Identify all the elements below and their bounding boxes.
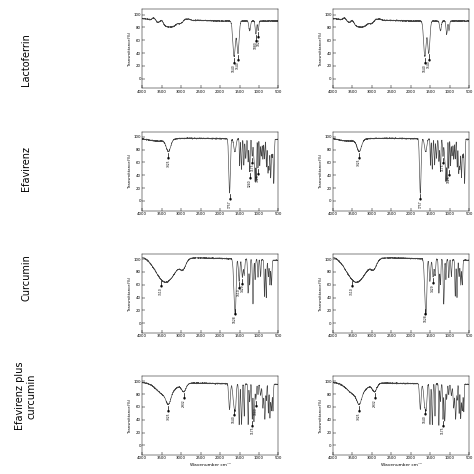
Y-axis label: Transmittance(%): Transmittance(%) <box>128 32 132 66</box>
X-axis label: Wavenumber cm⁻¹: Wavenumber cm⁻¹ <box>381 463 421 466</box>
Text: 1026: 1026 <box>447 176 451 183</box>
Text: 1628: 1628 <box>423 315 428 322</box>
Text: 1540: 1540 <box>427 61 431 68</box>
Text: 1540: 1540 <box>236 61 240 69</box>
Text: 1510: 1510 <box>237 289 241 296</box>
Text: 3510: 3510 <box>350 287 354 295</box>
Text: 3325: 3325 <box>357 159 361 166</box>
Text: 1640: 1640 <box>423 415 427 423</box>
Text: 1640: 1640 <box>423 64 427 72</box>
Text: Curcumin: Curcumin <box>21 254 31 301</box>
Y-axis label: Transmittance(%): Transmittance(%) <box>319 32 323 66</box>
Y-axis label: Transmittance(%): Transmittance(%) <box>128 399 132 433</box>
Text: 3325: 3325 <box>357 412 361 419</box>
Text: 1757: 1757 <box>228 201 231 208</box>
Text: 1240: 1240 <box>247 179 252 187</box>
Text: 1080: 1080 <box>254 407 258 415</box>
Text: Efavirenz plus
curcumin: Efavirenz plus curcumin <box>15 362 37 430</box>
Text: 3510: 3510 <box>159 287 163 295</box>
Y-axis label: Transmittance(%): Transmittance(%) <box>319 399 323 433</box>
Text: 2932: 2932 <box>373 399 376 407</box>
Y-axis label: Transmittance(%): Transmittance(%) <box>319 276 323 310</box>
Text: 1429: 1429 <box>240 284 244 292</box>
Text: 1429: 1429 <box>431 284 435 292</box>
Text: 1175: 1175 <box>250 164 254 171</box>
Text: 1640: 1640 <box>232 64 236 72</box>
Text: 1175: 1175 <box>250 427 254 434</box>
Text: 1080: 1080 <box>254 42 258 49</box>
Text: 1640: 1640 <box>232 416 236 423</box>
Y-axis label: Transmittance(%): Transmittance(%) <box>128 276 132 310</box>
Text: 1020: 1020 <box>256 38 260 46</box>
Text: 3325: 3325 <box>166 412 171 419</box>
Text: 1175: 1175 <box>441 427 445 434</box>
Text: 1628: 1628 <box>233 315 237 322</box>
Text: 1026: 1026 <box>256 175 260 182</box>
Text: Lactoferrin: Lactoferrin <box>21 33 31 86</box>
Text: 1757: 1757 <box>419 201 422 208</box>
Y-axis label: Transmittance(%): Transmittance(%) <box>128 154 132 188</box>
Text: 1175: 1175 <box>441 164 445 172</box>
Y-axis label: Transmittance(%): Transmittance(%) <box>319 154 323 188</box>
Text: 3325: 3325 <box>166 159 171 167</box>
Text: 2932: 2932 <box>182 399 186 407</box>
X-axis label: Wavenumber cm⁻¹: Wavenumber cm⁻¹ <box>190 463 231 466</box>
Text: Efavirenz: Efavirenz <box>21 146 31 191</box>
